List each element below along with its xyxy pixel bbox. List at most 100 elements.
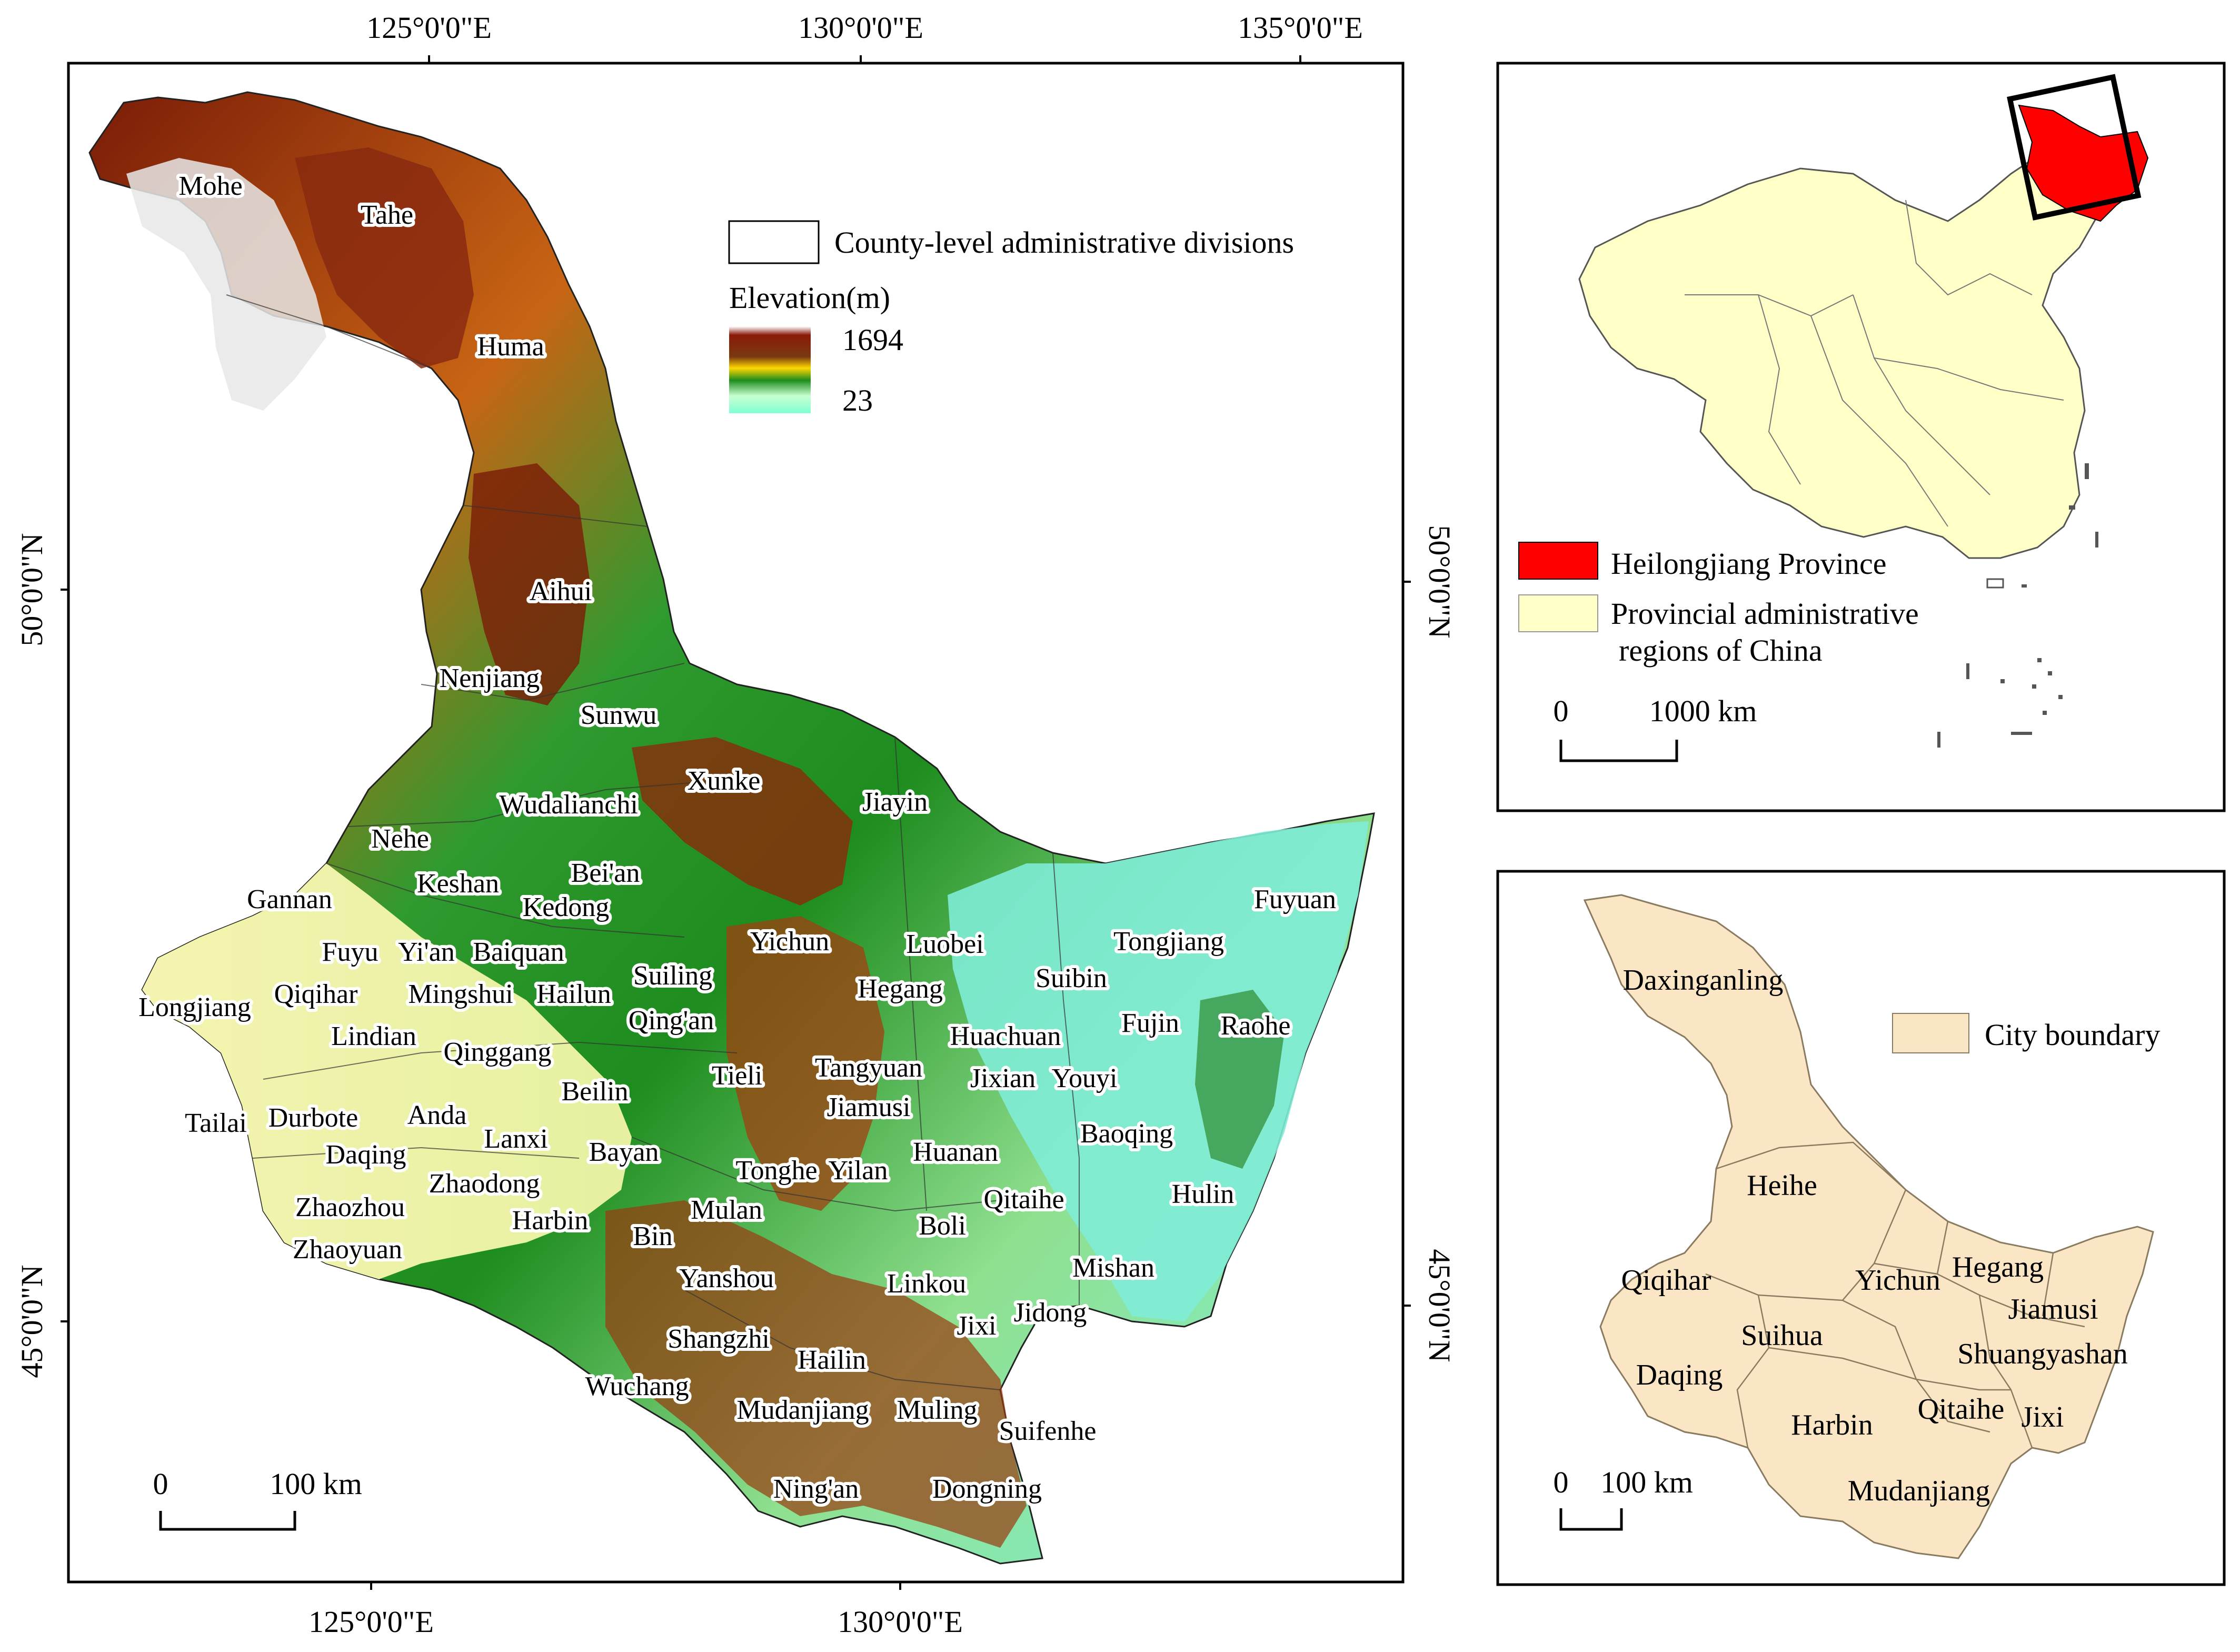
city-label: Harbin — [1791, 1409, 1873, 1441]
province-borders — [1685, 200, 2064, 527]
county-label: Tahe — [361, 200, 413, 230]
county-label: Yichun — [750, 927, 829, 957]
inset-china-scalebar-end: 1000 km — [1649, 694, 1757, 728]
legend-elevation-min: 23 — [842, 383, 873, 417]
county-label: Bayan — [589, 1137, 659, 1167]
sanjiang-plain — [948, 821, 1369, 1321]
legend-elevation-title: Elevation(m) — [729, 281, 890, 315]
county-label: Raohe — [1221, 1011, 1291, 1041]
graticule-right-label: 50°0'0"N — [1422, 525, 1457, 638]
graticule-bottom: 125°0'0"E 130°0'0"E — [308, 1582, 963, 1639]
legend-provinces-swatch — [1518, 594, 1598, 632]
county-label: Harbin — [512, 1206, 588, 1236]
county-label: Wuchang — [585, 1371, 689, 1401]
main-scalebar-start: 0 — [153, 1467, 168, 1501]
county-label: Mishan — [1072, 1253, 1154, 1283]
county-labels: Mohe Tahe Huma Aihui Nenjiang Sunwu Xunk… — [135, 168, 1339, 1507]
graticule-top-label: 130°0'0"E — [798, 11, 923, 45]
inset-china-scalebar-start: 0 — [1554, 694, 1569, 728]
graticule-top: 125°0'0"E 130°0'0"E 135°0'0"E — [366, 11, 1363, 63]
southern-mountains — [605, 1200, 1027, 1548]
legend-city-label: City boundary — [1985, 1018, 2160, 1052]
county-label: Tangyuan — [815, 1053, 922, 1083]
county-label: Luobei — [906, 929, 983, 959]
legend-heilongjiang-label: Heilongjiang Province — [1611, 546, 1887, 581]
county-label: Jiayin — [862, 787, 928, 817]
greater-khingan-peaks — [126, 158, 326, 411]
county-label: Hailin — [798, 1345, 866, 1375]
county-label: Tieli — [712, 1061, 762, 1091]
county-label: Muling — [897, 1395, 977, 1425]
city-label: Jixi — [2022, 1401, 2064, 1434]
county-boundaries — [226, 294, 1080, 1390]
inset-china: Heilongjiang Province Provincial adminis… — [1496, 62, 2226, 812]
county-label: Suiling — [633, 961, 712, 991]
county-label: Jixian — [970, 1063, 1036, 1093]
county-label: Qing'an — [629, 1006, 714, 1036]
county-label: Mudanjiang — [736, 1395, 869, 1425]
city-boundaries-region — [1583, 894, 2154, 1559]
northern-highlands — [295, 147, 474, 369]
county-label: Tongjiang — [1113, 927, 1224, 957]
china-provinces — [1578, 152, 2102, 559]
county-label: Dongning — [932, 1474, 1042, 1504]
county-label: Huachuan — [950, 1021, 1061, 1051]
county-label: Yilan — [829, 1156, 888, 1186]
county-label: Gannan — [247, 884, 332, 914]
legend-provinces-label-line1: Provincial administrative — [1611, 596, 1919, 631]
city-label: Shuangyashan — [1957, 1338, 2128, 1370]
county-label: Tonghe — [735, 1156, 817, 1186]
county-label: Mingshui — [408, 979, 513, 1009]
county-label: Fuyu — [322, 937, 379, 967]
county-label: Daqing — [325, 1140, 406, 1170]
county-label: Yi'an — [398, 937, 455, 967]
county-label: Yanshou — [679, 1263, 774, 1293]
county-label: Jixi — [957, 1311, 996, 1341]
county-label: Baiquan — [473, 937, 564, 967]
county-label: Ning'an — [773, 1474, 859, 1504]
county-label: Nenjiang — [440, 663, 540, 693]
south-china-sea-islands — [1937, 463, 2098, 748]
county-label: Tailai — [185, 1108, 247, 1138]
county-label: Hailun — [536, 979, 611, 1009]
wanda-mountains — [1195, 990, 1285, 1169]
county-label: Lindian — [331, 1021, 416, 1051]
county-label: Jiamusi — [827, 1092, 911, 1122]
county-label: Linkou — [887, 1269, 966, 1299]
city-label: Jiamusi — [2008, 1293, 2098, 1326]
city-label: Daxinganling — [1623, 964, 1784, 997]
county-label: Mulan — [691, 1195, 762, 1225]
county-label: Lanxi — [484, 1124, 547, 1154]
graticule-bottom-label: 130°0'0"E — [838, 1605, 963, 1639]
county-label: Shangzhi — [668, 1324, 770, 1354]
county-label: Nehe — [371, 824, 429, 854]
county-label: Fuyuan — [1254, 884, 1336, 914]
county-label: Suifenhe — [999, 1416, 1097, 1446]
city-label: Suihua — [1741, 1319, 1823, 1352]
legend-provinces-label-line2: regions of China — [1619, 633, 1823, 668]
county-label: Huanan — [913, 1137, 998, 1167]
county-label: Qiqihar — [274, 979, 358, 1009]
city-label: Heihe — [1747, 1169, 1817, 1202]
county-label: Zhaoyuan — [293, 1235, 402, 1265]
legend-elevation-ramp — [729, 326, 811, 413]
main-scalebar-end: 100 km — [270, 1467, 362, 1501]
county-label: Xunke — [688, 766, 761, 796]
aihui-highlands — [469, 463, 590, 705]
legend-heilongjiang-swatch — [1518, 542, 1598, 580]
legend-city-swatch — [1892, 1013, 1969, 1053]
city-label: Qiqihar — [1621, 1264, 1711, 1297]
heilongjiang-locator-box — [2007, 74, 2142, 221]
city-label: Daqing — [1636, 1359, 1723, 1391]
heilongjiang-elevation-map — [88, 91, 1375, 1565]
county-label: Wudalianchi — [499, 790, 638, 820]
legend-county-label: County-level administrative divisions — [834, 225, 1294, 260]
graticule-bottom-label: 125°0'0"E — [308, 1605, 434, 1639]
graticule-left-label: 50°0'0"N — [15, 533, 49, 646]
graticule-left: 50°0'0"N 45°0'0"N — [15, 533, 68, 1378]
inset-cities-scalebar-start: 0 — [1554, 1465, 1569, 1499]
main-map: 125°0'0"E 130°0'0"E 135°0'0"E 125°0'0"E … — [15, 11, 1457, 1639]
inset-cities-scalebar: 0 100 km — [1554, 1465, 1693, 1531]
city-label: Yichun — [1855, 1264, 1940, 1297]
county-label: Zhaozhou — [295, 1192, 405, 1222]
